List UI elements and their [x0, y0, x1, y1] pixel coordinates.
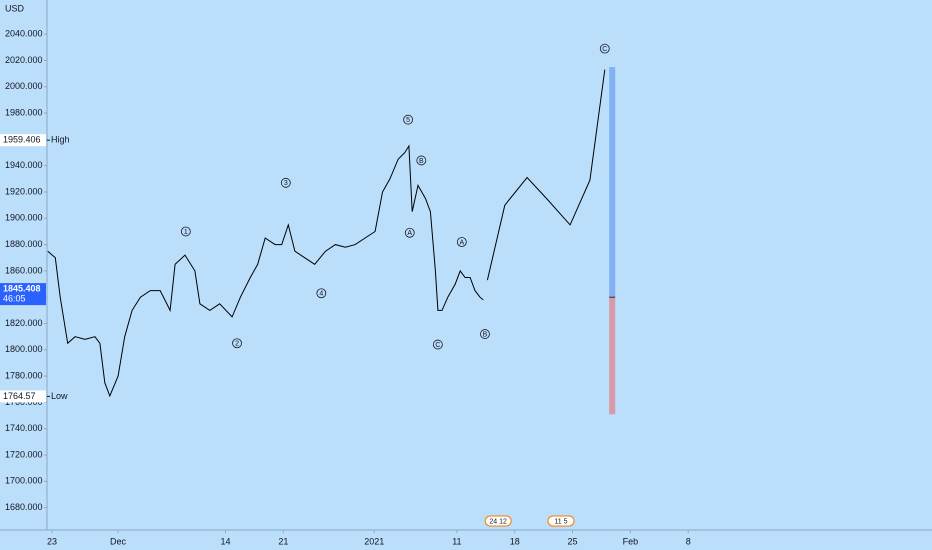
- x-tick-label: 25: [568, 536, 578, 546]
- wave-circle: [232, 338, 242, 349]
- low-label: Low: [51, 391, 68, 401]
- y-tick-label: 2040.000: [5, 29, 43, 39]
- x-tick-label: Feb: [623, 536, 639, 546]
- wave-circle: [456, 237, 467, 247]
- high-box: [0, 134, 46, 147]
- y-tick-label: 2020.000: [5, 55, 43, 65]
- wave-circle: [280, 177, 291, 188]
- x-tick-label: 8: [686, 536, 691, 546]
- wave-label: B: [419, 158, 424, 165]
- x-tick-label: Dec: [110, 536, 127, 546]
- wave-circle: [432, 339, 443, 350]
- x-tick-label: 2021: [364, 536, 384, 546]
- y-tick-label: 1780.000: [5, 371, 43, 381]
- y-tick-label: 1820.000: [5, 318, 43, 328]
- high-value: 1959.406: [3, 135, 41, 145]
- wave-label: 1: [184, 229, 188, 236]
- wave-label: A: [459, 239, 464, 246]
- x-tick-label: 21: [278, 536, 288, 546]
- wave-label: C: [435, 342, 440, 349]
- wave-label: A: [407, 230, 412, 237]
- y-tick-label: 1740.000: [5, 423, 43, 433]
- last-value: 1845.408: [3, 283, 41, 293]
- wave-label: 5: [406, 117, 410, 124]
- event-label: 24 12: [489, 518, 507, 525]
- price-line: [486, 69, 606, 281]
- low-value: 1764.57: [3, 391, 36, 401]
- y-tick-label: 2000.000: [5, 81, 43, 91]
- wave-circle: [403, 114, 414, 125]
- countdown: 46:05: [3, 293, 26, 303]
- high-label: High: [51, 135, 70, 145]
- y-tick-label: 1860.000: [5, 265, 43, 275]
- last-box: [0, 283, 46, 306]
- wave-label: 4: [319, 291, 323, 298]
- wave-circle: [480, 329, 490, 339]
- wave-label: 3: [284, 180, 288, 187]
- wave-label: 2: [235, 341, 239, 348]
- event-label: 11 5: [554, 518, 567, 525]
- y-tick-label: 1880.000: [5, 239, 43, 249]
- wave-circle: [416, 155, 427, 166]
- event-badge: [547, 515, 575, 527]
- wave-label: C: [602, 46, 607, 53]
- profit-zone: [609, 67, 616, 298]
- x-tick-label: 14: [220, 536, 230, 546]
- wave-circle: [180, 226, 191, 237]
- event-badge: [484, 515, 512, 527]
- y-tick-label: 1680.000: [5, 502, 43, 512]
- y-tick-label: 1800.000: [5, 344, 43, 354]
- price-line: [47, 144, 484, 398]
- y-tick-label: 1720.000: [5, 449, 43, 459]
- wave-circle: [404, 227, 415, 238]
- loss-zone: [609, 297, 616, 415]
- wave-circle: [599, 43, 610, 54]
- x-tick-label: 11: [452, 536, 461, 546]
- currency: USD: [5, 3, 25, 13]
- x-tick-label: 18: [510, 536, 520, 546]
- y-tick-label: 1900.000: [5, 213, 43, 223]
- wave-label: B: [483, 331, 488, 338]
- y-tick-label: 1980.000: [5, 107, 43, 117]
- low-box: [0, 390, 46, 403]
- y-tick-label: 1700.000: [5, 476, 43, 486]
- wave-circle: [316, 288, 327, 299]
- y-tick-label: 1920.000: [5, 186, 43, 196]
- x-tick-label: 23: [47, 536, 57, 546]
- y-tick-label: 1940.000: [5, 160, 43, 170]
